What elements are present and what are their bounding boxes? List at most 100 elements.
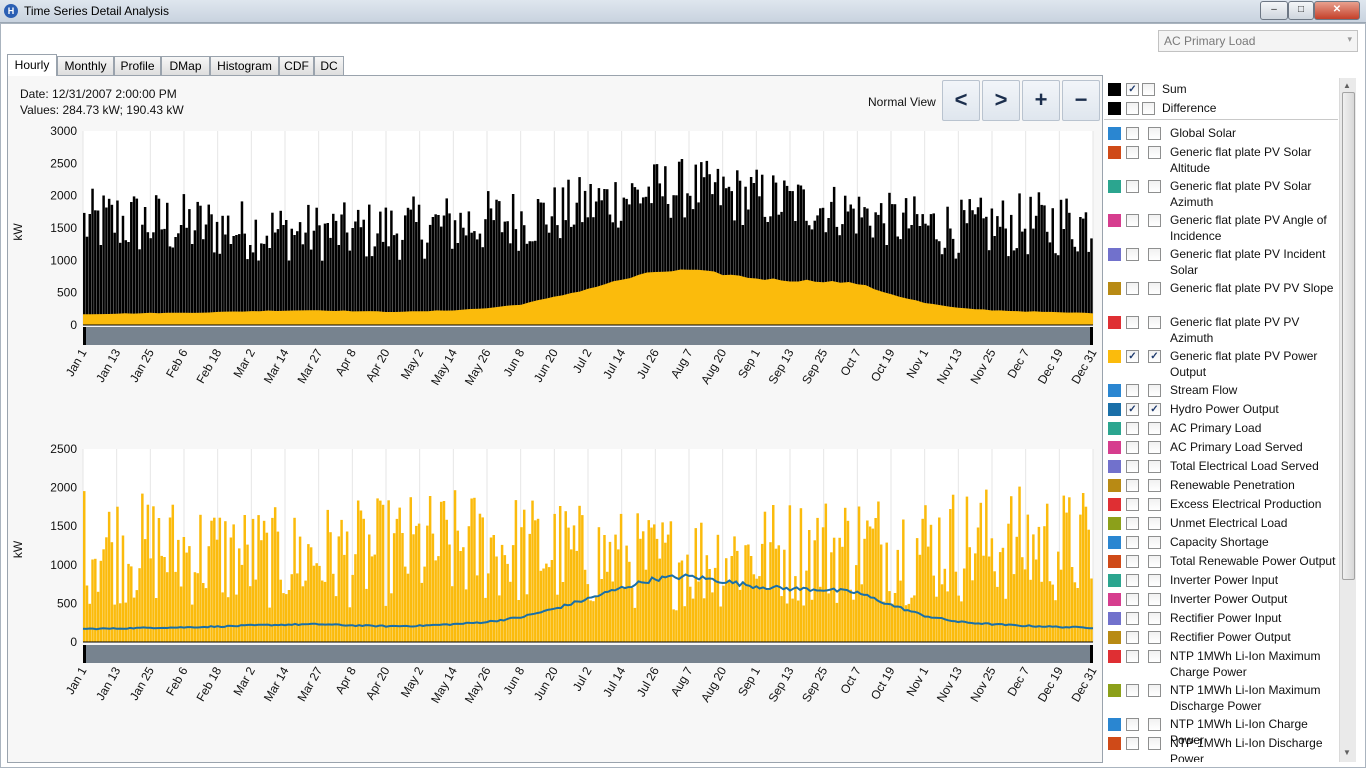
legend-color-swatch[interactable] <box>1108 536 1121 549</box>
legend-secondary-axis-checkbox[interactable] <box>1148 127 1161 140</box>
legend-color-swatch[interactable] <box>1108 214 1121 227</box>
scroll-down-icon[interactable]: ▼ <box>1343 748 1351 757</box>
legend-primary-axis-checkbox[interactable] <box>1126 146 1139 159</box>
legend-color-swatch[interactable] <box>1108 631 1121 644</box>
legend-primary-axis-checkbox[interactable] <box>1126 517 1139 530</box>
zoom-out-button[interactable]: − <box>1062 80 1100 121</box>
tab-cdf[interactable]: CDF <box>279 56 314 76</box>
legend-secondary-axis-checkbox[interactable] <box>1148 555 1161 568</box>
legend-color-swatch[interactable] <box>1108 248 1121 261</box>
legend-secondary-axis-checkbox[interactable] <box>1148 422 1161 435</box>
legend-color-swatch[interactable] <box>1108 350 1121 363</box>
legend-primary-axis-checkbox[interactable] <box>1126 631 1139 644</box>
legend-color-swatch[interactable] <box>1108 718 1121 731</box>
legend-color-swatch[interactable] <box>1108 517 1121 530</box>
legend-secondary-axis-checkbox[interactable] <box>1148 460 1161 473</box>
legend-secondary-axis-checkbox[interactable] <box>1148 574 1161 587</box>
legend-color-swatch[interactable] <box>1108 684 1121 697</box>
legend-secondary-axis-checkbox[interactable] <box>1148 180 1161 193</box>
legend-primary-axis-checkbox[interactable] <box>1126 214 1139 227</box>
legend-color-swatch[interactable] <box>1108 316 1121 329</box>
legend-primary-axis-checkbox[interactable] <box>1126 282 1139 295</box>
legend-color-swatch[interactable] <box>1108 737 1121 750</box>
legend-primary-axis-checkbox[interactable]: ✓ <box>1126 350 1139 363</box>
legend-color-swatch[interactable] <box>1108 422 1121 435</box>
legend-secondary-axis-checkbox[interactable] <box>1148 684 1161 697</box>
legend-primary-axis-checkbox[interactable] <box>1126 593 1139 606</box>
legend-color-swatch[interactable] <box>1108 282 1121 295</box>
legend-primary-axis-checkbox[interactable] <box>1126 574 1139 587</box>
legend-secondary-axis-checkbox[interactable] <box>1148 650 1161 663</box>
tab-dc[interactable]: DC <box>314 56 344 76</box>
legend-color-swatch[interactable] <box>1108 555 1121 568</box>
legend-primary-axis-checkbox[interactable] <box>1126 684 1139 697</box>
legend-primary-axis-checkbox[interactable] <box>1126 102 1139 115</box>
legend-primary-axis-checkbox[interactable]: ✓ <box>1126 403 1139 416</box>
legend-secondary-axis-checkbox[interactable]: ✓ <box>1148 350 1161 363</box>
legend-primary-axis-checkbox[interactable] <box>1126 650 1139 663</box>
legend-primary-axis-checkbox[interactable] <box>1126 718 1139 731</box>
legend-secondary-axis-checkbox[interactable] <box>1148 631 1161 644</box>
prev-button[interactable]: < <box>942 80 980 121</box>
legend-primary-axis-checkbox[interactable] <box>1126 536 1139 549</box>
legend-secondary-axis-checkbox[interactable]: ✓ <box>1148 403 1161 416</box>
legend-primary-axis-checkbox[interactable] <box>1126 441 1139 454</box>
close-button[interactable]: ✕ <box>1314 1 1360 20</box>
legend-secondary-axis-checkbox[interactable] <box>1148 593 1161 606</box>
legend-secondary-axis-checkbox[interactable] <box>1148 282 1161 295</box>
tab-histogram[interactable]: Histogram <box>210 56 279 76</box>
legend-secondary-axis-checkbox[interactable] <box>1148 498 1161 511</box>
normal-view-label[interactable]: Normal View <box>868 95 936 109</box>
legend-primary-axis-checkbox[interactable] <box>1126 479 1139 492</box>
tab-monthly[interactable]: Monthly <box>57 56 114 76</box>
legend-color-swatch[interactable] <box>1108 127 1121 140</box>
legend-color-swatch[interactable] <box>1108 498 1121 511</box>
legend-secondary-axis-checkbox[interactable] <box>1148 441 1161 454</box>
legend-scrollbar[interactable]: ▲ ▼ <box>1339 78 1356 762</box>
tab-hourly[interactable]: Hourly <box>7 54 57 76</box>
legend-color-swatch[interactable] <box>1108 146 1121 159</box>
tab-profile[interactable]: Profile <box>114 56 161 76</box>
legend-secondary-axis-checkbox[interactable] <box>1148 248 1161 261</box>
legend-primary-axis-checkbox[interactable] <box>1126 180 1139 193</box>
legend-primary-axis-checkbox[interactable] <box>1126 460 1139 473</box>
legend-primary-axis-checkbox[interactable] <box>1126 127 1139 140</box>
legend-color-swatch[interactable] <box>1108 83 1121 96</box>
legend-color-swatch[interactable] <box>1108 180 1121 193</box>
tab-dmap[interactable]: DMap <box>161 56 210 76</box>
legend-primary-axis-checkbox[interactable] <box>1126 498 1139 511</box>
legend-primary-axis-checkbox[interactable] <box>1126 737 1139 750</box>
legend-secondary-axis-checkbox[interactable] <box>1148 316 1161 329</box>
legend-primary-axis-checkbox[interactable]: ✓ <box>1126 83 1139 96</box>
legend-secondary-axis-checkbox[interactable] <box>1148 612 1161 625</box>
next-button[interactable]: > <box>982 80 1020 121</box>
legend-secondary-axis-checkbox[interactable] <box>1148 146 1161 159</box>
minimize-button[interactable]: – <box>1260 1 1288 20</box>
legend-secondary-axis-checkbox[interactable] <box>1148 384 1161 397</box>
legend-secondary-axis-checkbox[interactable] <box>1148 536 1161 549</box>
legend-color-swatch[interactable] <box>1108 403 1121 416</box>
legend-color-swatch[interactable] <box>1108 384 1121 397</box>
legend-secondary-axis-checkbox[interactable] <box>1142 102 1155 115</box>
legend-secondary-axis-checkbox[interactable] <box>1148 214 1161 227</box>
maximize-button[interactable]: □ <box>1288 1 1314 20</box>
scroll-up-icon[interactable]: ▲ <box>1343 81 1351 90</box>
series-select[interactable]: AC Primary Load ▾ <box>1158 30 1358 52</box>
legend-color-swatch[interactable] <box>1108 650 1121 663</box>
legend-secondary-axis-checkbox[interactable] <box>1148 718 1161 731</box>
legend-color-swatch[interactable] <box>1108 612 1121 625</box>
legend-secondary-axis-checkbox[interactable] <box>1148 479 1161 492</box>
legend-primary-axis-checkbox[interactable] <box>1126 316 1139 329</box>
scrollbar-thumb[interactable] <box>1342 92 1355 580</box>
zoom-in-button[interactable]: + <box>1022 80 1060 121</box>
legend-secondary-axis-checkbox[interactable] <box>1148 517 1161 530</box>
legend-primary-axis-checkbox[interactable] <box>1126 248 1139 261</box>
legend-color-swatch[interactable] <box>1108 441 1121 454</box>
legend-primary-axis-checkbox[interactable] <box>1126 384 1139 397</box>
legend-primary-axis-checkbox[interactable] <box>1126 555 1139 568</box>
legend-color-swatch[interactable] <box>1108 574 1121 587</box>
legend-color-swatch[interactable] <box>1108 460 1121 473</box>
legend-color-swatch[interactable] <box>1108 102 1121 115</box>
legend-primary-axis-checkbox[interactable] <box>1126 612 1139 625</box>
legend-primary-axis-checkbox[interactable] <box>1126 422 1139 435</box>
